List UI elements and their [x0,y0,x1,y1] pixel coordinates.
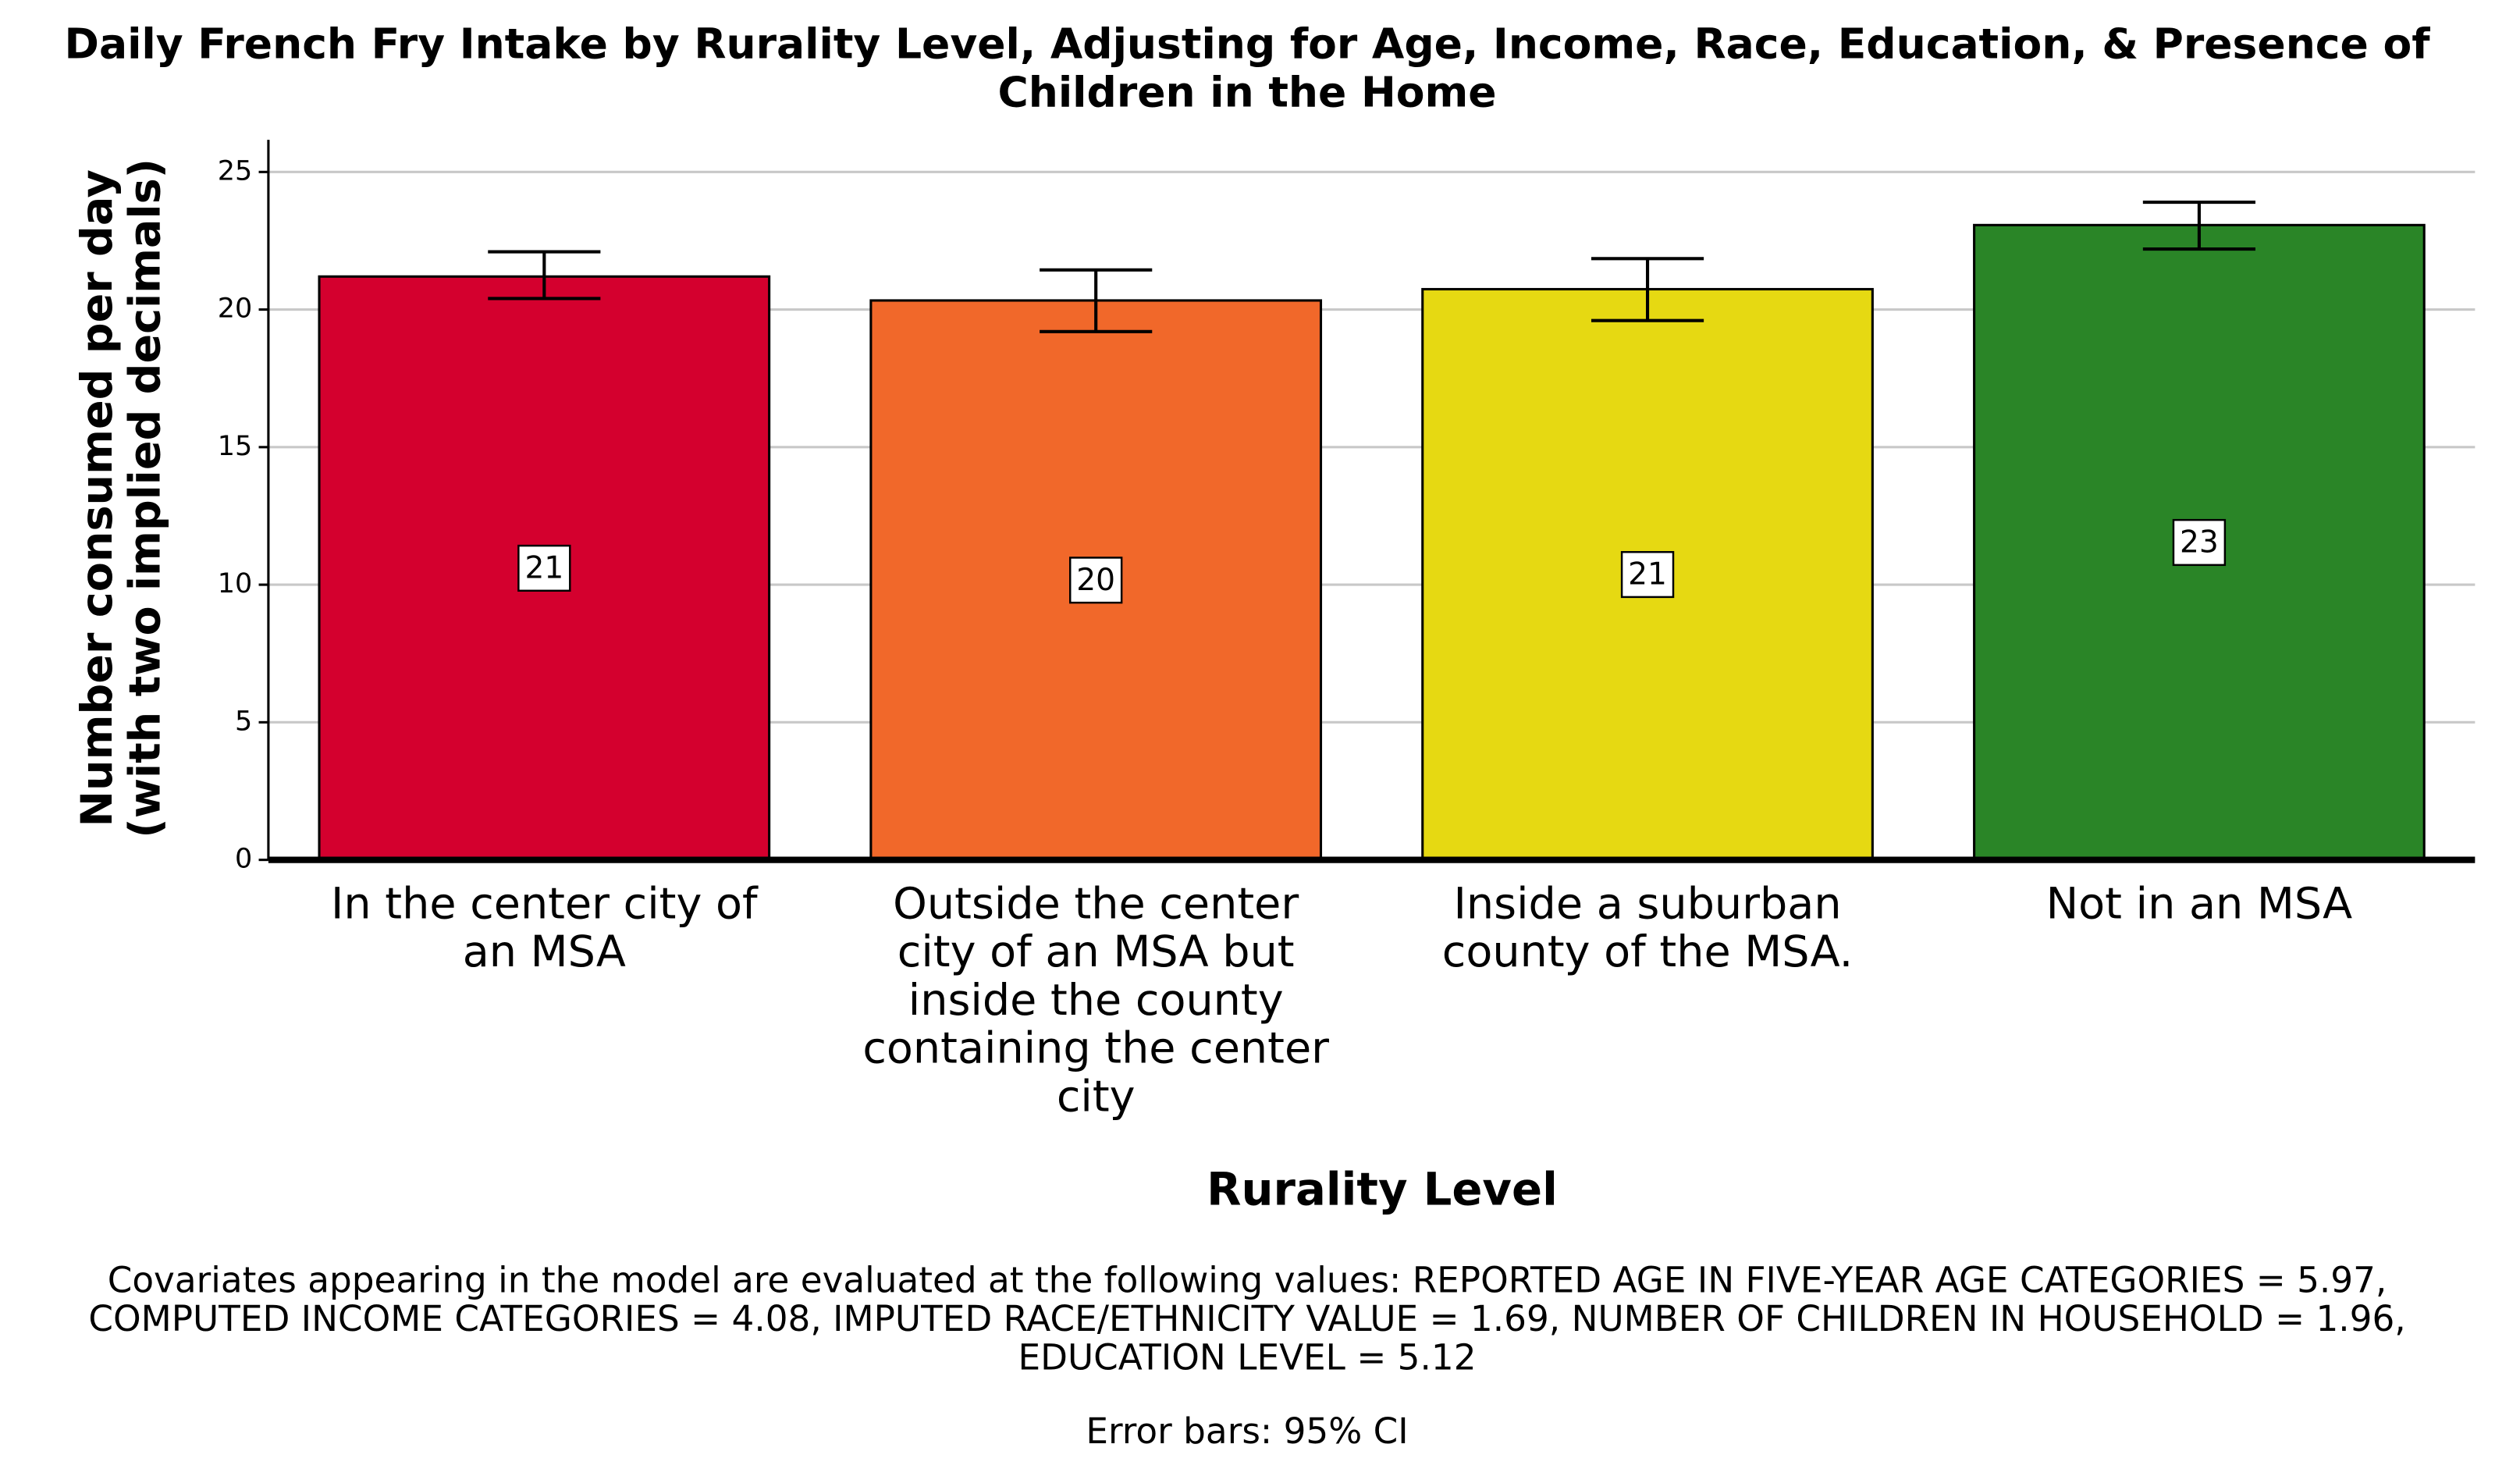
error-note: Error bars: 95% CI [1086,1410,1408,1452]
y-tick-label: 15 [218,431,253,462]
y-tick-label: 20 [218,293,253,325]
x-tick-label: In the center city of an MSA [331,878,759,977]
y-tick-label: 10 [218,568,253,599]
value-label: 23 [2180,525,2219,560]
y-tick-label: 0 [235,844,252,875]
value-label-box [1620,550,1675,599]
value-label-box [2172,518,2227,567]
note: COMPUTED INCOME CATEGORIES = 4.08, IMPUT… [88,1298,2405,1339]
value-label-box [1069,557,1123,604]
value-label: 21 [524,551,563,586]
note: Covariates appearing in the model are ev… [108,1260,2387,1301]
x-axis-title: Rurality Level [1207,1162,1558,1215]
y-axis-title-line: Number consumed per day [72,169,123,827]
note: EDUCATION LEVEL = 5.12 [1018,1336,1476,1378]
y-axis-title-line: (with two implied decimals) [120,158,171,838]
y-axis-title: Number consumed per day (with two implie… [72,158,171,838]
value-label-box [517,544,571,592]
x-tick-label: Outside the center city of an MSA but insi… [862,878,1329,1122]
chart-title: Daily French Fry Intake by Rurality Leve… [65,19,2431,116]
y-tick-label: 25 [218,155,253,187]
y-tick-label: 5 [235,706,252,737]
x-tick-label: Inside a suburban county of the MSA. [1442,878,1853,977]
value-label: 21 [1628,557,1667,592]
value-label: 20 [1076,563,1115,598]
x-tick-label: Not in an MSA [2046,878,2353,929]
